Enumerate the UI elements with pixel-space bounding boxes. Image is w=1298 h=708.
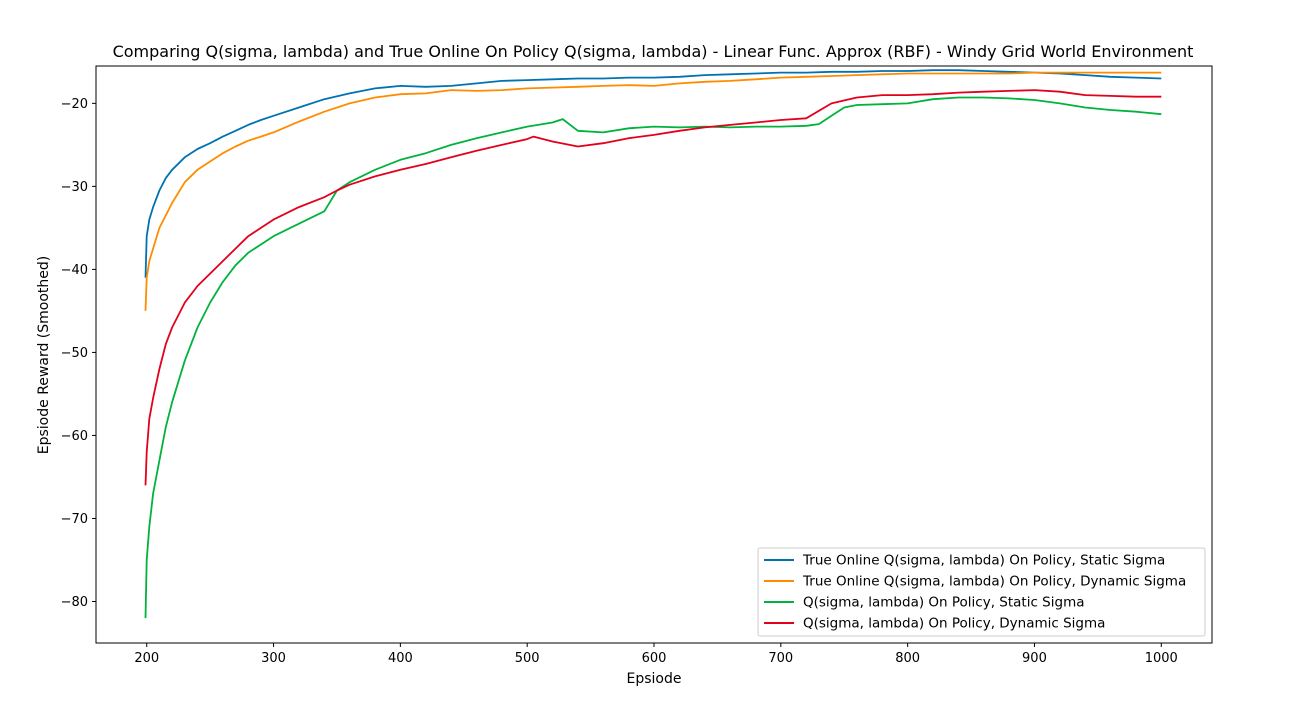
legend-label-2: True Online Q(sigma, lambda) On Policy, … (802, 574, 1186, 590)
y-tick-label: −80 (61, 595, 88, 610)
legend-label-1: True Online Q(sigma, lambda) On Policy, … (802, 553, 1165, 569)
legend: True Online Q(sigma, lambda) On Policy, … (758, 548, 1205, 636)
legend-label-4: Q(sigma, lambda) On Policy, Dynamic Sigm… (803, 616, 1105, 632)
y-tick-label: −50 (61, 346, 88, 361)
chart-title: Comparing Q(sigma, lambda) and True Onli… (113, 42, 1194, 61)
x-tick-label: 800 (895, 651, 920, 666)
x-tick-label: 200 (134, 651, 159, 666)
legend-label-3: Q(sigma, lambda) On Policy, Static Sigma (803, 595, 1085, 611)
x-tick-label: 1000 (1145, 651, 1178, 666)
y-axis-label: Epsiode Reward (Smoothed) (36, 256, 52, 454)
y-tick-label: −40 (61, 263, 88, 278)
y-tick-label: −70 (61, 512, 88, 527)
x-axis-label: Epsiode (627, 671, 682, 687)
x-tick-label: 900 (1022, 651, 1047, 666)
x-tick-label: 300 (261, 651, 286, 666)
y-tick-label: −30 (61, 180, 88, 195)
y-tick-label: −20 (61, 97, 88, 112)
x-tick-label: 500 (515, 651, 540, 666)
x-tick-label: 600 (642, 651, 667, 666)
x-tick-label: 400 (388, 651, 413, 666)
x-tick-label: 700 (768, 651, 793, 666)
y-tick-label: −60 (61, 429, 88, 444)
